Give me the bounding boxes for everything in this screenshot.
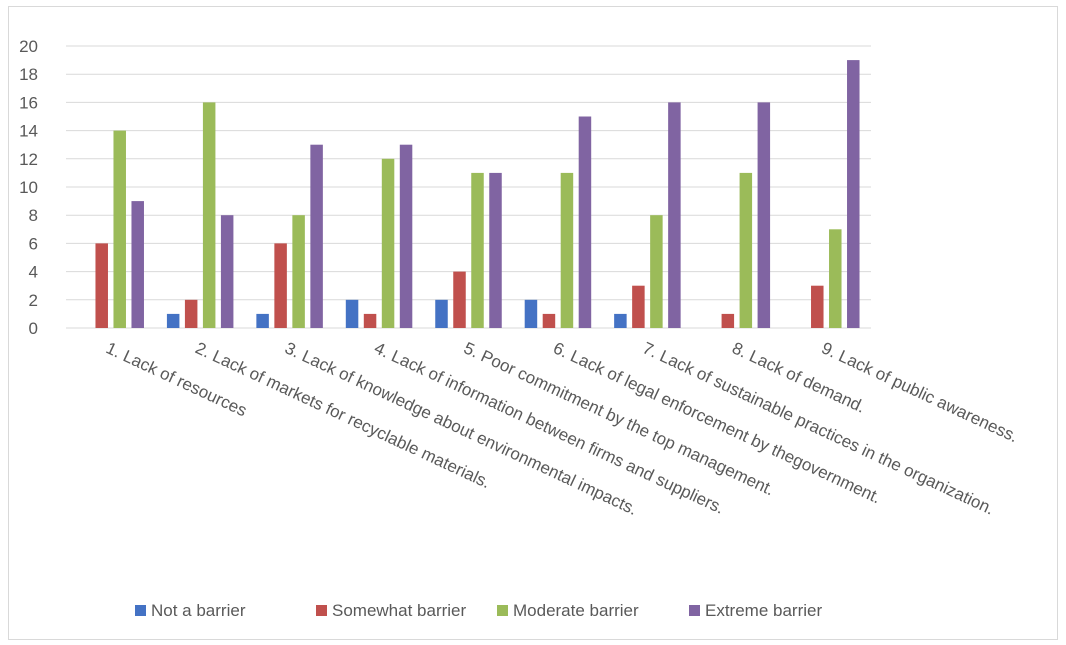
bar	[399, 144, 413, 328]
legend-label: Extreme barrier	[705, 601, 822, 620]
bar	[489, 172, 502, 328]
bar	[560, 172, 574, 328]
bar	[256, 313, 269, 328]
bar	[113, 130, 126, 328]
bar	[220, 215, 234, 328]
bar	[274, 243, 287, 328]
bar	[829, 229, 842, 328]
y-tick-label: 10	[19, 178, 38, 197]
bar	[435, 299, 448, 328]
y-tick-label: 4	[29, 263, 38, 282]
bar	[614, 313, 627, 328]
bars	[95, 60, 860, 329]
bar	[202, 102, 216, 329]
bar	[721, 313, 735, 328]
bar-chart: 0 2 4 6 8 10 12 14 16 18 20 1. Lack of resources2.…	[19, 37, 1021, 620]
y-tick-label: 12	[19, 150, 38, 169]
y-tick-label: 2	[29, 291, 38, 310]
bar	[310, 144, 323, 328]
y-tick-label: 16	[19, 93, 38, 112]
y-axis-tick-labels: 0 2 4 6 8 10 12 14 16 18 20	[19, 37, 38, 338]
bar	[542, 313, 556, 328]
bar	[847, 60, 860, 328]
bar	[471, 172, 484, 328]
legend-label: Moderate barrier	[513, 601, 639, 620]
legend: Not a barrier Somewhat barrier Moderate ba…	[135, 601, 822, 620]
bar	[453, 271, 466, 328]
bar	[166, 313, 180, 328]
bar	[131, 201, 144, 328]
legend-label: Somewhat barrier	[332, 601, 467, 620]
bar	[650, 215, 663, 328]
bar	[739, 172, 753, 328]
chart-frame: 0 2 4 6 8 10 12 14 16 18 20 1. Lack of resources 2.…	[8, 6, 1058, 640]
bar	[524, 299, 538, 328]
bar	[95, 243, 108, 328]
y-tick-label: 14	[19, 122, 38, 141]
bar	[757, 102, 771, 329]
legend-swatch	[316, 605, 327, 616]
bar	[363, 313, 377, 328]
y-tick-label: 6	[29, 234, 38, 253]
bar	[811, 285, 824, 328]
bar	[668, 102, 681, 329]
y-tick-label: 18	[19, 65, 38, 84]
y-tick-label: 0	[29, 319, 38, 338]
gridlines	[66, 45, 871, 329]
legend-label: Not a barrier	[151, 601, 246, 620]
y-tick-label: 20	[19, 37, 38, 56]
legend-swatch	[497, 605, 508, 616]
bar	[345, 299, 359, 328]
legend-swatch	[135, 605, 146, 616]
bar	[381, 158, 395, 328]
bar	[184, 299, 198, 328]
y-tick-label: 8	[29, 206, 38, 225]
bar	[578, 116, 592, 328]
bar	[292, 215, 305, 328]
bar	[632, 285, 645, 328]
legend-swatch	[689, 605, 700, 616]
